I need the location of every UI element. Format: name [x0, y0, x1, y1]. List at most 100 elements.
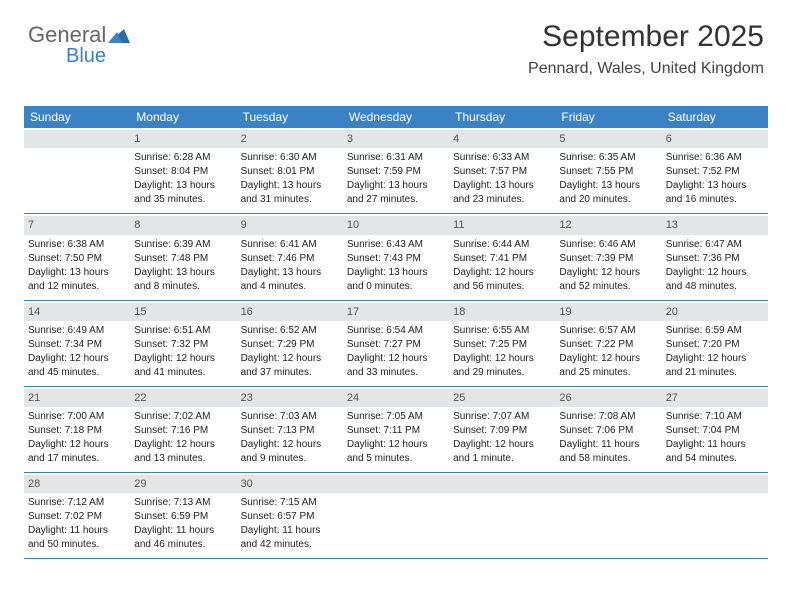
day-info-line: Daylight: 12 hours	[347, 352, 445, 365]
day-info-line: Sunset: 7:06 PM	[559, 424, 657, 437]
day-info-line: Sunrise: 7:10 AM	[666, 410, 764, 423]
day-info-line: and 54 minutes.	[666, 452, 764, 465]
day-cell: 22Sunrise: 7:02 AMSunset: 7:16 PMDayligh…	[130, 387, 236, 472]
day-cell: 3Sunrise: 6:31 AMSunset: 7:59 PMDaylight…	[343, 128, 449, 213]
day-info-line: Sunset: 7:16 PM	[134, 424, 232, 437]
day-info-line: Daylight: 12 hours	[134, 352, 232, 365]
day-info-line: and 8 minutes.	[134, 280, 232, 293]
day-info-line: Sunset: 7:04 PM	[666, 424, 764, 437]
day-info-line: Daylight: 11 hours	[666, 438, 764, 451]
day-info-line: Sunrise: 6:41 AM	[241, 238, 339, 251]
day-number-bar: 30	[237, 475, 343, 493]
day-cell: 9Sunrise: 6:41 AMSunset: 7:46 PMDaylight…	[237, 214, 343, 299]
logo-text-1: General	[28, 22, 106, 47]
day-info-line: Sunset: 7:34 PM	[28, 338, 126, 351]
day-info-line: Sunrise: 7:13 AM	[134, 496, 232, 509]
day-info-line: Sunset: 7:18 PM	[28, 424, 126, 437]
day-number-bar: 4	[449, 130, 555, 148]
day-number-bar: 10	[343, 216, 449, 234]
day-info-line: Sunrise: 6:35 AM	[559, 151, 657, 164]
day-info-line: and 56 minutes.	[453, 280, 551, 293]
day-cell	[555, 473, 661, 558]
day-info-line: Sunset: 7:39 PM	[559, 252, 657, 265]
day-info-line: Sunset: 7:46 PM	[241, 252, 339, 265]
day-info-line: and 58 minutes.	[559, 452, 657, 465]
day-number-bar: 11	[449, 216, 555, 234]
day-cell: 23 Sunrise: 7:03 AMSunset: 7:13 PMDayligh…	[237, 387, 343, 472]
day-info-line: and 17 minutes.	[28, 452, 126, 465]
day-info-line: Sunrise: 7:00 AM	[28, 410, 126, 423]
day-info-line: Sunset: 7:27 PM	[347, 338, 445, 351]
day-header-cell: Monday	[130, 106, 236, 128]
day-info-line: Sunrise: 6:55 AM	[453, 324, 551, 337]
day-info-line: Sunset: 6:59 PM	[134, 510, 232, 523]
day-number-bar: 26	[555, 389, 661, 407]
day-info-line: and 37 minutes.	[241, 366, 339, 379]
day-info-line: and 41 minutes.	[134, 366, 232, 379]
weeks-container: 1Sunrise: 6:28 AMSunset: 8:04 PMDaylight…	[24, 128, 768, 559]
day-info-line: Daylight: 11 hours	[28, 524, 126, 537]
day-cell: 6Sunrise: 6:36 AMSunset: 7:52 PMDaylight…	[662, 128, 768, 213]
week-row: 28Sunrise: 7:12 AMSunset: 7:02 PMDayligh…	[24, 473, 768, 559]
day-info-line: Daylight: 12 hours	[28, 438, 126, 451]
day-info-line: Sunset: 7:36 PM	[666, 252, 764, 265]
day-info-line: Sunset: 7:52 PM	[666, 165, 764, 178]
day-cell: 8Sunrise: 6:39 AMSunset: 7:48 PMDaylight…	[130, 214, 236, 299]
day-info-line: Daylight: 13 hours	[28, 266, 126, 279]
day-header-cell: Thursday	[449, 106, 555, 128]
day-number-bar: 2	[237, 130, 343, 148]
day-info-line: Daylight: 13 hours	[241, 266, 339, 279]
day-info-line: Daylight: 11 hours	[134, 524, 232, 537]
day-cell: 14Sunrise: 6:49 AMSunset: 7:34 PMDayligh…	[24, 301, 130, 386]
day-info-line: Sunset: 7:13 PM	[241, 424, 339, 437]
day-info-line: Daylight: 13 hours	[134, 266, 232, 279]
day-info-line: Sunset: 7:29 PM	[241, 338, 339, 351]
day-cell: 10Sunrise: 6:43 AMSunset: 7:43 PMDayligh…	[343, 214, 449, 299]
day-info-line: Sunrise: 6:57 AM	[559, 324, 657, 337]
day-info-line: and 27 minutes.	[347, 193, 445, 206]
day-number-bar: 19	[555, 303, 661, 321]
day-cell: 29Sunrise: 7:13 AMSunset: 6:59 PMDayligh…	[130, 473, 236, 558]
day-number-bar: 21	[24, 389, 130, 407]
month-title: September 2025	[528, 20, 764, 54]
day-number-bar	[449, 475, 555, 493]
day-info-line: Sunset: 7:59 PM	[347, 165, 445, 178]
day-cell	[449, 473, 555, 558]
day-info-line: and 45 minutes.	[28, 366, 126, 379]
day-info-line: Daylight: 13 hours	[347, 179, 445, 192]
day-info-line: Daylight: 12 hours	[453, 266, 551, 279]
day-number-bar: 12	[555, 216, 661, 234]
day-info-line: Sunrise: 7:03 AM	[241, 410, 339, 423]
location-subtitle: Pennard, Wales, United Kingdom	[528, 60, 764, 78]
day-number-bar: 8	[130, 216, 236, 234]
day-number-bar: 23	[237, 389, 343, 407]
day-info-line: and 12 minutes.	[28, 280, 126, 293]
day-header-cell: Friday	[555, 106, 661, 128]
day-number-bar: 18	[449, 303, 555, 321]
day-info-line: Sunset: 7:50 PM	[28, 252, 126, 265]
day-info-line: Sunrise: 7:07 AM	[453, 410, 551, 423]
day-info-line: Sunset: 7:11 PM	[347, 424, 445, 437]
day-info-line: Sunrise: 6:30 AM	[241, 151, 339, 164]
day-info-line: Daylight: 13 hours	[347, 266, 445, 279]
day-info-line: and 20 minutes.	[559, 193, 657, 206]
day-info-line: Daylight: 12 hours	[241, 438, 339, 451]
day-info-line: and 23 minutes.	[453, 193, 551, 206]
day-cell: 12Sunrise: 6:46 AMSunset: 7:39 PMDayligh…	[555, 214, 661, 299]
day-info-line: Sunrise: 6:39 AM	[134, 238, 232, 251]
day-info-line: Sunrise: 6:59 AM	[666, 324, 764, 337]
day-info-line: Sunset: 7:55 PM	[559, 165, 657, 178]
day-info-line: and 16 minutes.	[666, 193, 764, 206]
day-info-line: and 5 minutes.	[347, 452, 445, 465]
day-info-line: Sunrise: 6:31 AM	[347, 151, 445, 164]
day-cell: 27Sunrise: 7:10 AMSunset: 7:04 PMDayligh…	[662, 387, 768, 472]
day-number-bar: 17	[343, 303, 449, 321]
day-cell: 26Sunrise: 7:08 AMSunset: 7:06 PMDayligh…	[555, 387, 661, 472]
day-info-line: and 42 minutes.	[241, 538, 339, 551]
day-info-line: Sunrise: 6:43 AM	[347, 238, 445, 251]
day-info-line: Sunrise: 6:33 AM	[453, 151, 551, 164]
day-cell: 18Sunrise: 6:55 AMSunset: 7:25 PMDayligh…	[449, 301, 555, 386]
day-cell	[662, 473, 768, 558]
day-number-bar: 14	[24, 303, 130, 321]
day-number-bar: 7	[24, 216, 130, 234]
